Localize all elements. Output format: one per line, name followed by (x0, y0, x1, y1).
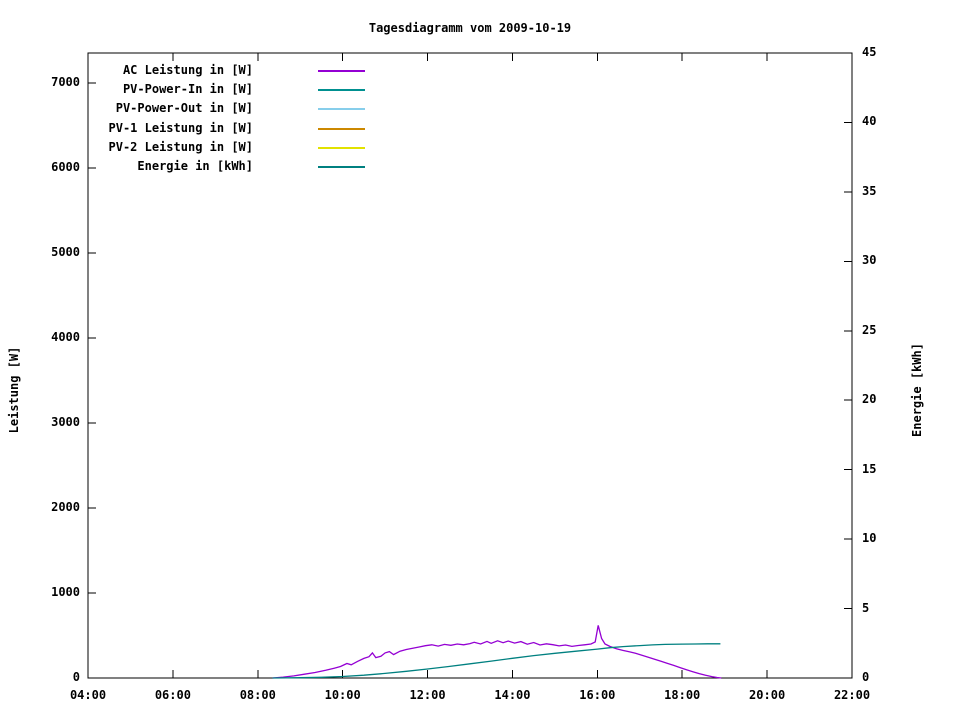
y-left-tick-label: 7000 (51, 74, 80, 89)
y-left-tick-label: 4000 (51, 329, 80, 344)
y-left-tick-label: 2000 (51, 499, 80, 514)
x-tick-label: 18:00 (664, 688, 701, 702)
y-left-tick-label: 3000 (51, 414, 80, 429)
x-tick-label: 12:00 (409, 688, 446, 702)
y-left-tick-label: 5000 (51, 244, 80, 259)
y-left-tick-label: 1000 (51, 584, 80, 599)
x-tick-label: 06:00 (154, 688, 191, 702)
y-right-tick-label: 15 (862, 461, 877, 476)
x-tick-label: 20:00 (749, 688, 786, 702)
x-tick-label: 16:00 (579, 688, 616, 702)
chart-title: Tagesdiagramm vom 2009-10-19 (368, 21, 572, 35)
y-left-tick-label: 0 (72, 670, 80, 684)
y-right-tick-label: 25 (862, 322, 877, 337)
x-tick-label: 10:00 (324, 688, 361, 702)
y-right-tick-label: 30 (862, 253, 877, 268)
y-axis-label-left: Leistung [W] (7, 346, 21, 434)
y-right-tick-label: 40 (862, 114, 877, 129)
x-tick-label: 08:00 (239, 688, 276, 702)
y-axis-label-right: Energie [kWh] (910, 343, 924, 437)
y-right-tick-label: 45 (862, 45, 877, 59)
y-right-tick-label: 5 (862, 600, 870, 615)
y-right-tick-label: 10 (862, 531, 877, 546)
y-right-tick-label: 0 (862, 670, 870, 684)
x-tick-label: 04:00 (69, 688, 107, 702)
y-right-tick-label: 35 (862, 183, 877, 198)
x-tick-label: 22:00 (833, 688, 871, 702)
y-left-tick-label: 6000 (51, 159, 80, 174)
x-tick-label: 14:00 (494, 688, 531, 702)
y-right-tick-label: 20 (862, 392, 877, 407)
